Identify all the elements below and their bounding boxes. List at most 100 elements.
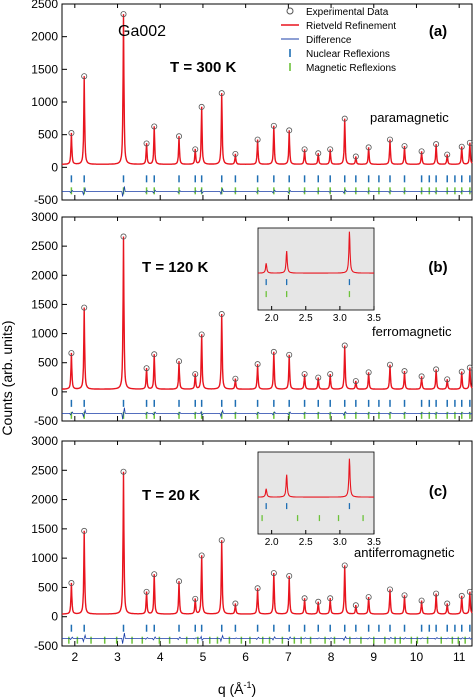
x-tick-label: 10: [410, 650, 424, 664]
experimental-point: [466, 588, 473, 595]
experimental-point: [218, 537, 225, 544]
x-tick-label: 11: [453, 650, 466, 664]
inset-refinement-line: [258, 231, 374, 274]
difference-line: [62, 186, 473, 197]
inset-x-tick-label: 3.0: [333, 313, 347, 324]
experimental-point: [401, 368, 408, 375]
difference-line: [62, 632, 473, 644]
legend-label: Nuclear Reflexions: [306, 49, 390, 60]
experimental-point: [466, 364, 473, 371]
legend-label: Magnetic Reflexions: [306, 63, 396, 74]
experimental-point: [315, 598, 322, 605]
legend: Experimental Data Rietveld Refinement Diff…: [281, 7, 396, 74]
experimental-point: [68, 580, 75, 587]
experimental-point: [352, 378, 359, 385]
phase-label: paramagnetic: [370, 110, 449, 125]
rietveld-refinement-line: [62, 236, 473, 390]
experimental-point: [301, 595, 308, 602]
experimental-point: [352, 153, 359, 160]
experimental-point: [176, 358, 183, 365]
experimental-point: [254, 361, 261, 368]
y-tick-label: 1500: [31, 297, 58, 311]
x-axis-label: q (Å-1): [218, 680, 256, 697]
plot-frame: [61, 440, 473, 647]
experimental-point: [270, 348, 277, 355]
experimental-point: [198, 552, 205, 559]
experimental-point: [232, 600, 239, 607]
rietveld-refinement-line: [62, 471, 473, 615]
y-tick-label: 1000: [31, 551, 58, 565]
x-tick-label: 7: [285, 650, 292, 664]
x-axis-label-close: ): [252, 681, 257, 697]
y-tick-label: 2000: [31, 268, 58, 282]
experimental-point: [401, 143, 408, 150]
inset-x-tick-label: 2.5: [299, 313, 313, 324]
x-tick-label: 8: [328, 650, 335, 664]
experimental-point: [433, 590, 440, 597]
inset-refinement-line: [258, 458, 374, 498]
experimental-point: [143, 140, 150, 147]
experimental-point: [386, 586, 393, 593]
experimental-point: [327, 595, 334, 602]
phase-label: antiferromagnetic: [354, 545, 455, 560]
y-tick-label: 2500: [31, 0, 58, 11]
legend-marker-experimental: [286, 7, 294, 15]
temperature-label: T = 20 K: [142, 487, 200, 504]
inset: 2.0 2.5 3.0 3.5: [257, 451, 381, 548]
experimental-point: [418, 373, 425, 380]
experimental-point: [444, 151, 451, 158]
experimental-point: [418, 597, 425, 604]
y-tick-label: 500: [38, 128, 58, 142]
y-tick-label: 1500: [31, 62, 58, 76]
phase-label: ferromagnetic: [372, 324, 452, 339]
experimental-point: [341, 342, 348, 349]
experimental-point: [151, 123, 158, 130]
y-tick-label: -500: [34, 414, 58, 428]
experimental-point: [81, 304, 88, 311]
experimental-point: [433, 366, 440, 373]
x-tick-label: 2: [71, 650, 78, 664]
legend-label: Rietveld Refinement: [306, 21, 396, 32]
y-tick-label: 2500: [31, 239, 58, 253]
experimental-point: [151, 571, 158, 578]
sample-label: Ga002: [118, 23, 166, 40]
experimental-point: [386, 136, 393, 143]
inset-x-tick-label: 3.0: [333, 537, 347, 548]
experimental-point: [81, 527, 88, 534]
experimental-point: [232, 375, 239, 382]
experimental-point: [341, 562, 348, 569]
experimental-point: [232, 150, 239, 157]
experimental-point: [458, 592, 465, 599]
experimental-point: [120, 233, 127, 240]
experimental-point: [458, 143, 465, 150]
experimental-point: [386, 361, 393, 368]
plot-frame: [61, 216, 473, 422]
y-tick-label: 3000: [31, 434, 58, 448]
experimental-point: [198, 331, 205, 338]
experimental-point: [120, 11, 127, 18]
y-tick-label: 0: [51, 610, 58, 624]
panel-b: -500 0 500 1000 1500 2000 2500 3000 (b) T = 120 K…: [31, 210, 473, 428]
experimental-point: [176, 578, 183, 585]
experimental-point: [192, 146, 199, 153]
y-tick-label: 500: [38, 356, 58, 370]
inset: 2.0 2.5 3.0 3.5: [257, 227, 381, 324]
y-tick-label: -500: [34, 639, 58, 653]
inset-x-tick-label: 3.5: [367, 537, 381, 548]
experimental-point: [352, 602, 359, 609]
y-tick-label: 2000: [31, 493, 58, 507]
experimental-point: [418, 148, 425, 155]
experimental-point: [143, 365, 150, 372]
experimental-point: [365, 144, 372, 151]
temperature-label: T = 120 K: [142, 259, 208, 276]
experimental-point: [192, 371, 199, 378]
panel-label: (a): [429, 23, 447, 40]
rietveld-refinement-line: [62, 14, 473, 166]
experimental-point: [286, 573, 293, 580]
experimental-point: [68, 130, 75, 137]
panel-c: -500 0 500 1000 1500 2000 2500 3000 2 3 4 5 6 7 8 9 10 11…: [31, 434, 473, 664]
panel-label: (b): [428, 259, 447, 276]
y-tick-label: 500: [38, 580, 58, 594]
experimental-point: [192, 595, 199, 602]
